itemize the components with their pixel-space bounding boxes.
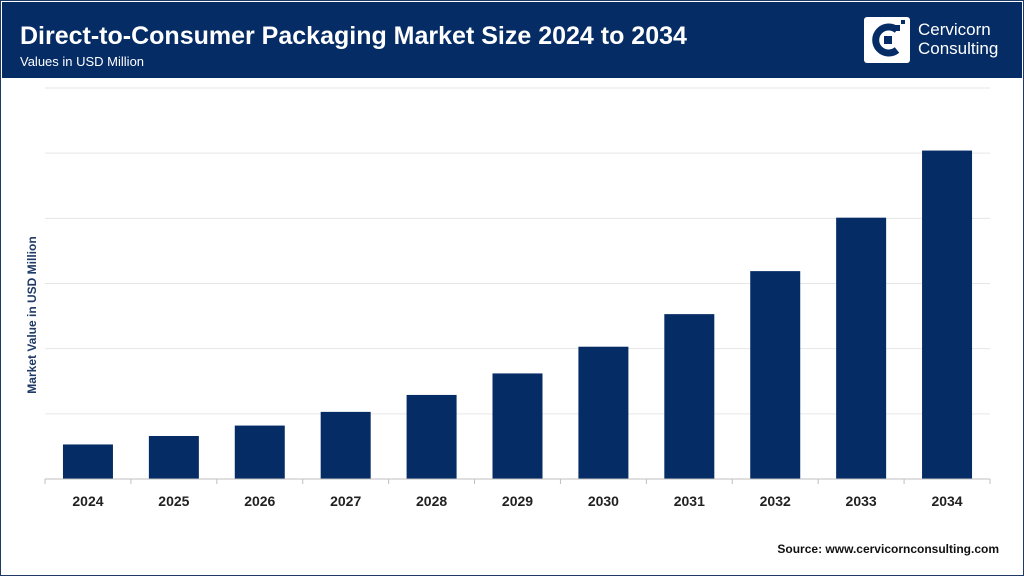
bar-2029 [492,373,543,479]
x-tick-label-2034: 2034 [931,493,962,509]
bar-2034 [922,150,973,479]
bar-2030 [578,346,629,479]
x-tick-label-2031: 2031 [674,493,705,509]
header-banner: Direct-to-Consumer Packaging Market Size… [2,2,1022,78]
x-tick-label-2032: 2032 [760,493,791,509]
x-tick-label-2024: 2024 [72,493,103,509]
bar-2026 [234,425,285,479]
x-axis [44,478,991,484]
source-note: Source: www.cervicornconsulting.com [777,542,999,556]
y-axis-label: Market Value in USD Million [25,236,39,393]
x-tick-label-2030: 2030 [588,493,619,509]
x-tick-label-2027: 2027 [330,493,361,509]
chart-subtitle: Values in USD Million [20,54,145,69]
bar-2028 [406,394,457,479]
x-tick-label-2028: 2028 [416,493,447,509]
chart-title: Direct-to-Consumer Packaging Market Size… [20,22,687,50]
x-tick-label-2025: 2025 [158,493,189,509]
logo-line-1: Cervicorn [918,20,991,39]
bar-2025 [148,435,199,479]
logo-line-2: Consulting [918,39,999,58]
bar-2024 [62,444,113,479]
bar-2027 [320,411,371,479]
x-tick-labels: 2024 2025 2026 2027 2028 2029 2030 2031 2032 2033… [72,493,962,509]
logo-wordmark: Cervicorn Consulting [918,20,998,58]
x-tick-label-2026: 2026 [244,493,275,509]
company-logo: Cervicorn Consulting [864,17,1016,65]
logo-mark-icon [864,17,910,63]
bars [62,150,973,479]
bar-2031 [664,314,715,479]
x-tick-label-2033: 2033 [846,493,877,509]
x-tick-label-2029: 2029 [502,493,533,509]
bar-2033 [836,217,887,479]
bar-2032 [750,271,801,479]
